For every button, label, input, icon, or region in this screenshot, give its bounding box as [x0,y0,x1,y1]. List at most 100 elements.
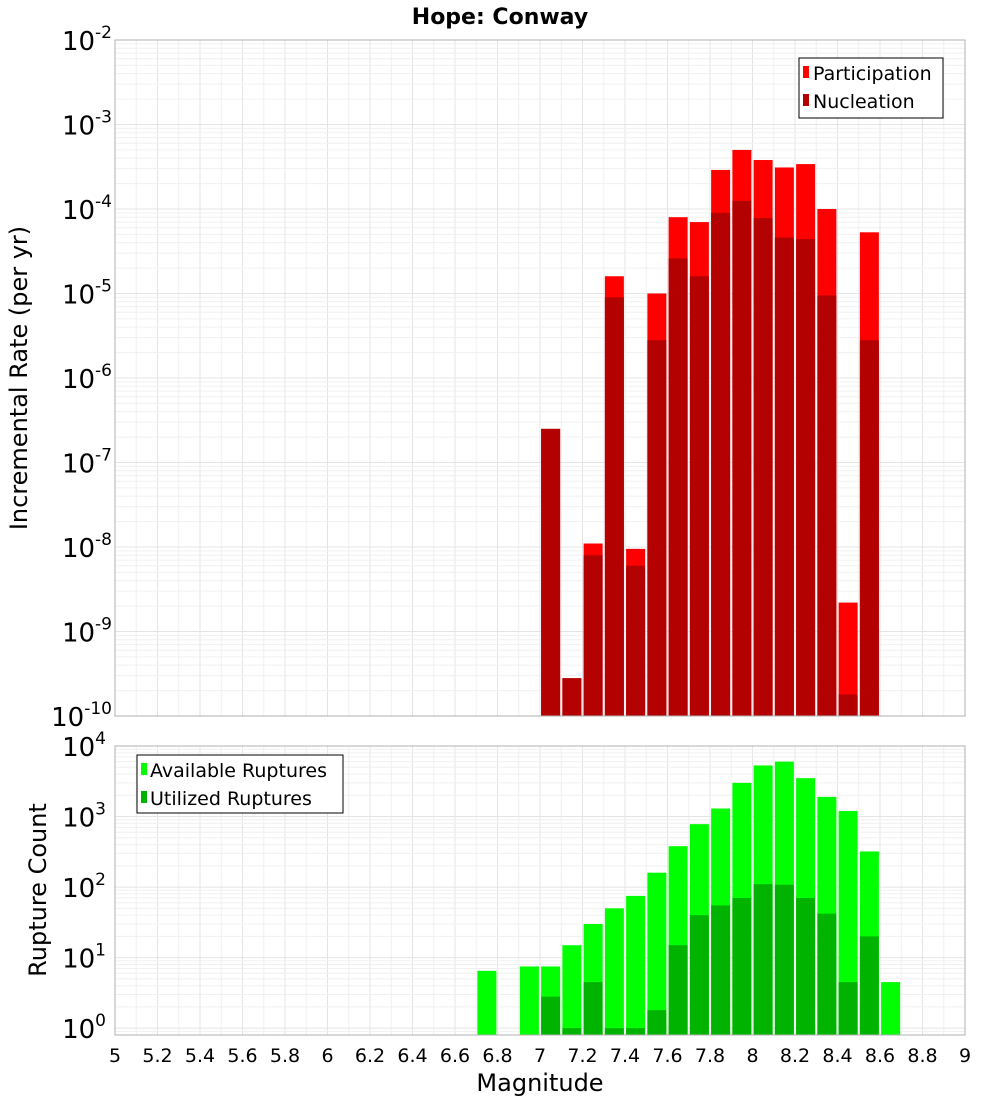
legend-label-nucleation: Nucleation [813,91,915,113]
x-tick-label: 7 [534,1045,546,1067]
top-grid [114,39,966,717]
rate-bar-b [774,237,794,717]
count-bar-a [604,908,624,1035]
x-axis-label: Magnitude [476,1069,603,1097]
x-tick-label: 5 [109,1045,121,1067]
count-bar-a [626,895,646,1035]
bottom-y-tick-label: 100 [62,1011,106,1045]
x-tick-label: 7.8 [695,1045,725,1067]
top-y-tick-label: 10-7 [62,446,112,480]
rate-bar-b [647,340,667,716]
rate-bar-b [817,295,837,716]
rate-bar-b [689,276,709,716]
x-tick-label: 8.4 [822,1045,852,1067]
top-y-tick-label: 10-8 [62,530,112,564]
top-y-tick-label: 10-9 [62,615,112,649]
x-tick-label: 8.8 [907,1045,937,1067]
legend-swatch-available [141,763,147,775]
top-bars [541,149,879,717]
x-tick-labels: 5 5.2 5.4 5.6 5.8 6 6.2 6.4 6.6 6.8 7 7.2 7.4 7.6 7.8 8… [109,1045,971,1067]
top-y-tick-label: 10-5 [62,277,112,311]
count-bar-b [604,1028,624,1035]
x-tick-label: 6.8 [482,1045,512,1067]
x-tick-label: 5.6 [227,1045,257,1067]
legend-swatch-utilized [141,791,147,803]
count-bar-b [774,884,794,1035]
bottom-legend-box [136,754,344,814]
count-bar-b [838,982,858,1035]
rate-bar-b [838,694,858,716]
legend-label-utilized: Utilized Ruptures [150,788,312,810]
top-plot-frame [114,39,966,717]
count-bar-a [647,872,667,1035]
x-tick-label: 5.2 [142,1045,172,1067]
bottom-y-tick-label: 104 [62,729,106,763]
rate-bar-b [753,218,773,716]
rate-bar-b [859,340,879,716]
top-y-tick-label: 10-2 [62,23,112,57]
count-bar-a [477,970,497,1035]
x-tick-label: 5.8 [270,1045,300,1067]
bottom-bars [477,761,901,1035]
count-bar-b [562,1028,582,1035]
count-bar-b [541,996,561,1035]
x-tick-label: 9 [959,1045,971,1067]
rate-bar-b [668,258,688,716]
count-bar-b [668,945,688,1035]
rate-bar-b [583,555,603,716]
count-bar-b [817,913,837,1035]
rate-bar-b [541,428,561,716]
x-tick-label: 5.4 [185,1045,215,1067]
x-tick-label: 8 [746,1045,758,1067]
chart-title: Hope: Conway [412,5,588,30]
x-tick-label: 7.6 [652,1045,682,1067]
top-y-tick-labels: 10-2 10-3 10-4 10-5 10-6 10-7 10-8 10-9 10-10 [51,23,112,733]
rate-bar-b [732,200,752,717]
top-legend: Participation Nucleation [798,57,944,119]
bottom-y-tick-label: 103 [62,800,106,834]
count-bar-a [519,966,539,1035]
count-bar-b [647,1010,667,1035]
top-y-tick-label: 10-6 [62,361,112,395]
top-y-tick-label: 10-10 [51,699,112,733]
x-tick-label: 7.4 [610,1045,640,1067]
count-bar-a [838,810,858,1035]
x-tick-label: 8.2 [780,1045,810,1067]
rate-bar-a [838,602,858,716]
top-y-tick-label: 10-3 [62,108,112,142]
top-legend-box [798,57,944,119]
legend-swatch-participation [803,66,809,78]
rate-bar-b [626,565,646,716]
rate-bar-b [562,678,582,716]
x-tick-label: 6.4 [397,1045,427,1067]
bottom-y-tick-label: 102 [62,870,106,904]
count-bar-a [562,945,582,1035]
count-bar-b [859,936,879,1035]
count-bar-b [753,884,773,1035]
count-bar-b [732,898,752,1035]
rate-bar-b [796,239,816,717]
x-tick-label: 6.6 [440,1045,470,1067]
bottom-y-axis-label: Rupture Count [24,803,52,977]
top-y-axis-label: Incremental Rate (per yr) [5,226,33,530]
bottom-panel: 104 103 102 101 100 5 5.2 5.4 5.6 5.8 6 6.2 6.4 6.6 6… [24,729,971,1097]
top-panel: 10-2 10-3 10-4 10-5 10-6 10-7 10-8 10-9 10-10 In… [5,23,966,733]
x-tick-label: 8.6 [865,1045,895,1067]
legend-label-available: Available Ruptures [150,760,327,782]
rate-bar-b [711,212,731,716]
x-tick-label: 7.2 [567,1045,597,1067]
rate-bar-b [604,297,624,716]
bottom-plot-frame [114,745,966,1036]
count-bar-a [881,982,901,1035]
legend-swatch-nucleation [803,94,809,106]
count-bar-b [689,915,709,1035]
bottom-y-tick-labels: 104 103 102 101 100 [62,729,106,1045]
count-bar-b [711,905,731,1035]
count-bar-b [583,982,603,1035]
count-bar-b [796,898,816,1035]
x-tick-label: 6.2 [355,1045,385,1067]
x-tick-label: 6 [321,1045,333,1067]
top-y-tick-label: 10-4 [62,192,112,226]
